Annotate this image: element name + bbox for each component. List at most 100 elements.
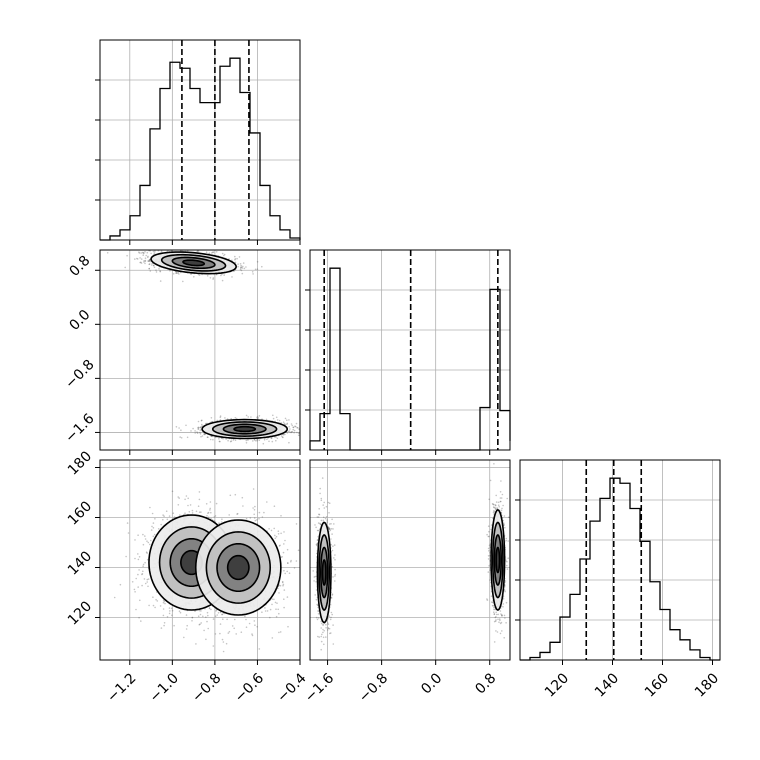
scatter-point [277,533,280,535]
scatter-point [230,440,233,442]
scatter-point [148,260,150,262]
hist-0-frame [99,39,301,241]
scatter-point [148,259,151,262]
scatter-point [281,580,284,583]
scatter-point [184,498,186,501]
scatter-point [237,265,239,268]
scatter-point [276,419,279,421]
scatter-point [199,623,201,625]
scatter-point [208,252,211,254]
scatter-point [197,420,200,423]
scatter-point [228,258,230,260]
scatter-point [175,272,177,274]
scatter-point [195,643,197,645]
scatter-point [231,259,233,262]
scatter-point [200,425,202,428]
scatter-point [148,263,151,265]
scatter-point [256,626,259,628]
scatter-point [221,252,224,255]
scatter-point [225,438,227,440]
scatter-point [240,269,243,272]
scatter-point [137,586,139,588]
scatter-point [198,498,201,501]
scatter-point [144,251,146,253]
scatter-point [292,426,295,429]
histogram-steps-2 [520,477,720,661]
scatter-point [149,260,151,263]
scatter-point [169,269,171,272]
scatter-point [163,622,166,624]
scatter-point [241,267,244,269]
scatter-point [152,596,154,598]
scatter-point [280,515,282,517]
scatter-point [251,633,253,635]
scatter-point [292,426,295,429]
scatter-point [296,431,298,434]
scatter-point [198,491,201,493]
scatter-point [225,642,228,645]
scatter-point [212,645,215,647]
scatter-point [185,424,187,427]
scatter-point [188,511,191,513]
scatter-point [202,615,204,618]
scatter-point [207,436,209,439]
scatter-point [297,432,300,435]
scatter-point [271,598,274,600]
scatter-point [177,504,180,506]
scatter-point [278,584,280,587]
scatter-point [274,534,276,537]
scatter-point [154,518,156,520]
scatter-point [271,437,273,439]
scatter-point [284,417,287,420]
scatter-point [197,428,199,430]
scatter-point [247,416,249,418]
scatter-point [254,624,256,626]
scatter-point [143,261,145,263]
scatter-point [193,276,195,278]
scatter-point [282,551,285,554]
scatter-point [212,618,215,620]
scatter-point [223,254,225,257]
joint-panel-1 [95,459,301,665]
scatter-point [224,417,226,419]
scatter-point [145,254,147,257]
scatter-point [271,637,274,639]
scatter-point [153,253,155,255]
scatter-point [211,252,213,254]
scatter-point [162,518,164,521]
contour-line-0-0 [150,251,237,275]
scatter-point [140,261,142,264]
scatter-point [156,600,159,602]
scatter-point [205,616,207,618]
scatter-point [170,607,173,610]
scatter-point [253,509,256,511]
scatter-point [256,261,259,263]
scatter-point [245,442,248,444]
scatter-point [177,496,179,498]
scatter-point [187,497,189,500]
scatter-point [171,490,174,493]
scatter-point [232,439,235,441]
scatter-point [178,273,180,275]
scatter-point [212,278,214,280]
scatter-point [209,507,211,510]
scatter-point [219,623,222,625]
scatter-point [220,274,222,277]
scatter-point [143,578,146,580]
scatter-point [221,613,223,615]
scatter-point [289,428,291,430]
scatter-point [277,608,280,611]
scatter-point [290,431,293,433]
scatter-point [294,425,297,428]
scatter-point [133,588,136,591]
scatter-point [138,252,141,254]
scatter-point [294,425,296,428]
scatter-point [292,428,295,431]
scatter-point [262,442,265,445]
scatter-point [203,433,205,435]
scatter-point [229,494,232,497]
scatter-point [152,535,155,538]
scatter-point [270,437,273,440]
scatter-point [215,502,218,505]
scatter-point [155,269,157,272]
